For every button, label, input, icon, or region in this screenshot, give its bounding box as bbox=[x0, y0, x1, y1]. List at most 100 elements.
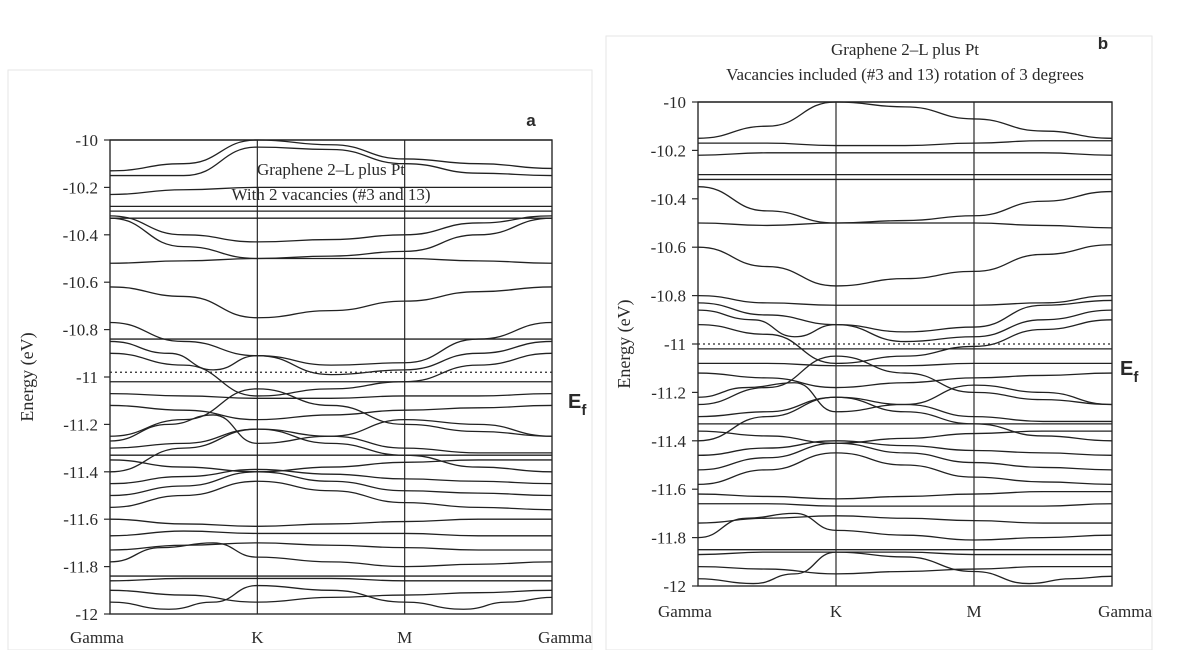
panel-a-xtick-label-1: K bbox=[251, 628, 264, 647]
panel-a-band-28 bbox=[109, 530, 552, 537]
panel-a-ytick-label-1: -10.2 bbox=[63, 178, 98, 197]
panel-a-band-10 bbox=[109, 286, 553, 319]
panel-a-ytick-label-7: -11.4 bbox=[63, 463, 98, 482]
panel-b-ytick-label-6: -11.2 bbox=[651, 383, 686, 402]
panel-a-ytick-label-0: -10 bbox=[75, 131, 98, 150]
panel-a-band-13 bbox=[109, 340, 553, 376]
panel-b-fermi-label-f: f bbox=[1133, 369, 1139, 386]
panel-b-xtick-label-3: Gamma bbox=[1098, 602, 1152, 621]
panel-b-band-20 bbox=[697, 430, 1112, 444]
panel-b-ytick-label-8: -11.6 bbox=[651, 480, 686, 499]
panel-b-band-7 bbox=[697, 222, 1113, 229]
panel-b-band-1 bbox=[697, 101, 1113, 139]
panel-a-band-24 bbox=[109, 468, 553, 485]
panel-a-band-25 bbox=[109, 471, 553, 497]
panel-b-band-27 bbox=[697, 515, 1112, 524]
panel-b-band-14 bbox=[697, 362, 1112, 367]
panel-a-band-27 bbox=[109, 518, 552, 527]
panel-a-band-30 bbox=[109, 542, 553, 568]
panel-b-band-28 bbox=[697, 512, 1113, 541]
panel-b-band-16 bbox=[697, 355, 1113, 406]
panel-b-band-31 bbox=[697, 565, 1112, 575]
panel-a-band-17 bbox=[109, 404, 553, 421]
panel-b-band-21 bbox=[697, 396, 1113, 442]
panel-b-y-axis-label: Energy (eV) bbox=[614, 299, 635, 388]
panel-b-ytick-label-9: -11.8 bbox=[651, 529, 686, 548]
panel-b-ytick-label-2: -10.4 bbox=[651, 190, 687, 209]
panel-a-xtick-label-2: M bbox=[397, 628, 412, 647]
panel-b-band-2 bbox=[698, 140, 1112, 147]
panel-b-band-8 bbox=[697, 244, 1113, 287]
panel-a-frame bbox=[7, 69, 593, 650]
panel-a-band-9 bbox=[109, 257, 553, 264]
panel-b-fermi-level-label: Ef bbox=[1120, 358, 1139, 386]
panel-a-band-26 bbox=[109, 480, 553, 511]
panel-a-band-14 bbox=[109, 352, 553, 397]
panel-a-band-34 bbox=[109, 584, 553, 610]
panel-b-band-32 bbox=[697, 551, 1113, 585]
panel-a-band-19 bbox=[109, 414, 553, 445]
panel-a-band-3 bbox=[109, 186, 552, 196]
panel-a-band-32 bbox=[109, 577, 552, 582]
panel-a-ytick-label-6: -11.2 bbox=[63, 415, 98, 434]
panel-b-ytick-label-0: -10 bbox=[663, 93, 686, 112]
panel-b-xtick-label-2: M bbox=[966, 602, 981, 621]
panel-a-ytick-label-4: -10.8 bbox=[63, 321, 98, 340]
panel-b-ytick-label-4: -10.8 bbox=[651, 287, 686, 306]
panel-a-title: Graphene 2–L plus Pt bbox=[257, 160, 405, 179]
panel-b-ytick-label-1: -10.2 bbox=[651, 141, 686, 160]
panel-b-letter: b bbox=[1098, 34, 1108, 53]
panel-a-band-7 bbox=[109, 215, 553, 243]
panel-a-band-22 bbox=[109, 459, 552, 473]
panel-a-band-2 bbox=[109, 146, 553, 177]
panel-b-band-12 bbox=[697, 319, 1113, 365]
panel-b-frame bbox=[605, 35, 1153, 650]
panel-b-band-30 bbox=[697, 551, 1113, 556]
panel-a-band-33 bbox=[109, 589, 553, 603]
panel-a-ytick-label-10: -12 bbox=[75, 605, 98, 624]
panel-a-y-axis-label: Energy (eV) bbox=[17, 332, 38, 421]
panel-a-ytick-label-8: -11.6 bbox=[63, 510, 98, 529]
panel-a-band-20 bbox=[109, 428, 553, 454]
panel-b-band-26 bbox=[698, 503, 1113, 507]
panel-b-band-22 bbox=[697, 440, 1113, 456]
panel-b-band-23 bbox=[697, 442, 1113, 471]
panel-a-ytick-label-2: -10.4 bbox=[63, 226, 99, 245]
panel-a-ytick-label-5: -11 bbox=[76, 368, 98, 387]
panel-a-band-1 bbox=[109, 139, 553, 172]
panel-b-fermi-label-e: E bbox=[1120, 358, 1133, 380]
panel-b-ytick-label-3: -10.6 bbox=[651, 238, 686, 257]
panel-b-ytick-label-5: -11 bbox=[664, 335, 686, 354]
panel-b-band-3 bbox=[697, 152, 1113, 156]
panel-a-ytick-label-3: -10.6 bbox=[63, 273, 98, 292]
panel-b-band-6 bbox=[697, 186, 1113, 224]
panel-b-band-17 bbox=[697, 382, 1113, 413]
panel-a-ytick-label-9: -11.8 bbox=[63, 558, 98, 577]
panel-b-xtick-label-1: K bbox=[830, 602, 843, 621]
panel-b-ytick-label-7: -11.4 bbox=[651, 432, 686, 451]
panel-a-band-23 bbox=[109, 428, 553, 473]
panel-b-band-10 bbox=[697, 299, 1113, 333]
panel-b-band-15 bbox=[697, 372, 1113, 389]
panel-a-band-18 bbox=[109, 388, 553, 437]
panel-b-band-9 bbox=[697, 294, 1113, 306]
panel-b-band-18 bbox=[697, 396, 1112, 423]
panel-b-ytick-label-10: -12 bbox=[663, 577, 686, 596]
panel-b-band-11 bbox=[697, 309, 1113, 343]
panel-a-fermi-level-label: Ef bbox=[568, 391, 587, 419]
panel-a-xtick-label-3: Gamma bbox=[538, 628, 592, 647]
panel-b-band-24 bbox=[697, 452, 1113, 486]
panel-b-subtitle: Vacancies included (#3 and 13) rotation … bbox=[726, 65, 1084, 84]
panel-b-xtick-label-0: Gamma bbox=[658, 602, 712, 621]
panel-b-title: Graphene 2–L plus Pt bbox=[831, 40, 979, 59]
panel-a-band-12 bbox=[109, 321, 553, 366]
panel-a-letter: a bbox=[526, 111, 536, 130]
panel-a-xtick-label-0: Gamma bbox=[70, 628, 124, 647]
panel-a-fermi-label-f: f bbox=[581, 402, 587, 419]
panel-a-subtitle: With 2 vacancies (#3 and 13) bbox=[232, 185, 431, 204]
panel-b-band-25 bbox=[697, 490, 1112, 500]
panel-a-band-16 bbox=[109, 392, 553, 399]
panel-a-fermi-label-e: E bbox=[568, 391, 581, 413]
